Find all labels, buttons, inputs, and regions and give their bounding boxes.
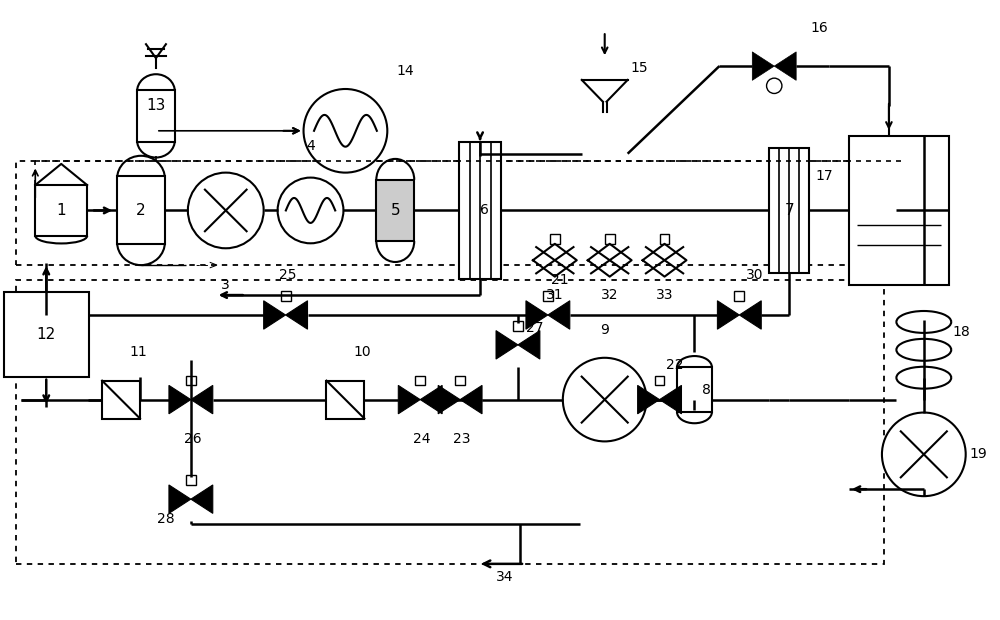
Polygon shape (169, 485, 191, 513)
Text: 16: 16 (810, 21, 828, 35)
Text: 22: 22 (666, 358, 683, 372)
Text: 3: 3 (221, 278, 230, 292)
Polygon shape (191, 386, 213, 414)
Polygon shape (286, 301, 308, 329)
Bar (849, 136, 949, 285)
Bar (16, 161, 884, 265)
Bar (376, 180, 414, 241)
Text: 13: 13 (146, 99, 166, 113)
Bar (4, 292, 89, 377)
Bar (550, 234, 560, 244)
Text: 12: 12 (37, 327, 56, 342)
Bar (677, 367, 712, 412)
Polygon shape (264, 301, 286, 329)
Bar (655, 376, 664, 386)
Bar (35, 185, 87, 236)
Circle shape (188, 172, 264, 248)
Polygon shape (398, 386, 420, 414)
Text: 5: 5 (390, 203, 400, 218)
Bar (117, 177, 165, 244)
Text: 23: 23 (453, 432, 471, 446)
Polygon shape (548, 301, 570, 329)
Circle shape (304, 89, 387, 172)
Text: 21: 21 (551, 273, 569, 287)
Text: 10: 10 (353, 345, 371, 359)
Bar (102, 381, 140, 419)
Text: 6: 6 (480, 203, 489, 218)
Bar (459, 142, 501, 279)
Text: 2: 2 (136, 203, 146, 218)
Bar (415, 376, 425, 386)
Bar (734, 291, 744, 301)
Polygon shape (752, 52, 774, 81)
Polygon shape (169, 386, 191, 414)
Bar (16, 280, 884, 564)
Bar (605, 234, 615, 244)
Polygon shape (191, 485, 213, 513)
Text: 28: 28 (157, 512, 175, 526)
Bar (455, 376, 465, 386)
Text: 8: 8 (702, 383, 711, 397)
Text: 34: 34 (496, 570, 514, 584)
Polygon shape (460, 386, 482, 414)
Text: 1: 1 (56, 203, 66, 218)
Circle shape (767, 78, 782, 94)
Text: 9: 9 (600, 323, 609, 337)
Bar (513, 321, 523, 330)
Text: 11: 11 (129, 345, 147, 359)
Text: 17: 17 (815, 169, 833, 183)
Polygon shape (717, 301, 739, 329)
Circle shape (882, 412, 966, 496)
Text: 7: 7 (784, 203, 794, 218)
Bar (769, 148, 809, 273)
Text: 31: 31 (546, 288, 564, 302)
Text: 18: 18 (953, 325, 971, 339)
Text: 25: 25 (279, 268, 296, 282)
Polygon shape (526, 301, 548, 329)
Circle shape (563, 358, 647, 441)
Polygon shape (739, 301, 761, 329)
Text: 15: 15 (631, 61, 648, 75)
Text: 19: 19 (970, 448, 988, 461)
Bar (660, 234, 669, 244)
Text: 32: 32 (601, 288, 618, 302)
Polygon shape (420, 386, 442, 414)
Bar (543, 291, 553, 301)
Text: 24: 24 (413, 432, 431, 446)
Polygon shape (774, 52, 796, 81)
Text: 4: 4 (306, 139, 315, 153)
Bar (281, 291, 291, 301)
Polygon shape (518, 330, 540, 359)
Text: 14: 14 (396, 64, 414, 78)
Text: 27: 27 (526, 321, 544, 335)
Polygon shape (638, 386, 660, 414)
Text: - ->: - -> (196, 259, 218, 272)
Bar (186, 475, 196, 485)
Bar (186, 376, 196, 386)
Circle shape (278, 177, 343, 243)
Bar (137, 90, 175, 142)
Text: 30: 30 (746, 268, 763, 282)
Polygon shape (438, 386, 460, 414)
Bar (326, 381, 364, 419)
Polygon shape (660, 386, 681, 414)
Text: 33: 33 (656, 288, 673, 302)
Polygon shape (496, 330, 518, 359)
Text: 26: 26 (184, 432, 202, 446)
